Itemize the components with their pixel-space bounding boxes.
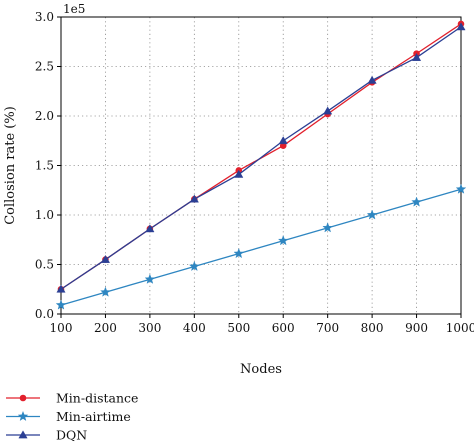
data-point-dqn [367,75,377,84]
data-point-min-airtime [366,209,378,220]
x-axis-label: Nodes [240,362,282,377]
legend-label: DQN [56,428,87,443]
y-tick-label: 0.5 [35,258,54,272]
data-point-min-airtime [277,235,289,246]
legend-marker [18,430,28,439]
y-tick-label: 1.5 [35,159,54,173]
x-tick-label: 800 [361,321,384,335]
legend: Min-distance Min-airtime DQN [6,391,138,443]
legend-item-min-distance: Min-distance [6,391,138,406]
data-point-dqn [412,52,422,61]
series-min-distance [57,20,465,293]
x-tick-label: 200 [94,321,117,335]
data-point-dqn [56,284,66,293]
x-tick-label: 500 [227,321,250,335]
data-point-dqn [145,224,155,233]
data-point-dqn [189,194,199,203]
data-point-dqn [100,254,110,263]
legend-label: Min-distance [56,391,138,406]
y-exponent-label: 1e5 [63,2,85,16]
data-point-min-airtime [233,248,245,259]
data-point-min-airtime [189,260,200,271]
y-tick-label: 3.0 [35,10,54,24]
x-tick-label: 600 [272,321,295,335]
series-min-airtime [55,183,467,310]
data-point-dqn [456,22,466,31]
x-tick-label: 300 [138,321,161,335]
y-tick-label: 2.0 [35,109,54,123]
data-point-min-airtime [322,222,333,233]
legend-item-min-airtime: Min-airtime [6,409,131,424]
x-tick-label: 100 [50,321,73,335]
legend-item-dqn: DQN [6,428,87,443]
y-axis-label: Collosion rate (%) [3,106,18,225]
series-line-dqn [60,26,462,290]
data-point-dqn [323,106,333,115]
data-point-min-airtime [144,273,156,284]
legend-marker [17,410,29,422]
legend-label: Min-airtime [56,409,131,424]
data-point-min-airtime [455,183,467,194]
x-tick-label: 900 [405,321,428,335]
legend-marker [19,394,27,402]
data-point-dqn [234,169,244,178]
y-tick-label: 2.5 [35,60,54,74]
x-tick-label: 400 [183,321,206,335]
y-tick-label: 0.0 [35,307,54,321]
y-tick-label: 1.0 [35,208,54,222]
series-line-min-airtime [60,188,462,306]
grid [60,16,462,315]
x-tick-label: 700 [316,321,339,335]
series-dqn [56,22,466,293]
data-point-min-airtime [411,196,422,207]
series-lines [55,20,467,310]
x-tick-label: 1000 [446,321,474,335]
data-point-min-airtime [100,286,111,297]
data-point-dqn [278,136,288,145]
data-point-min-airtime [55,299,67,310]
axis-ticks: 100 200 300 400 500 600 700 800 900 1000 0.0 0.5 1.0… [35,10,474,335]
